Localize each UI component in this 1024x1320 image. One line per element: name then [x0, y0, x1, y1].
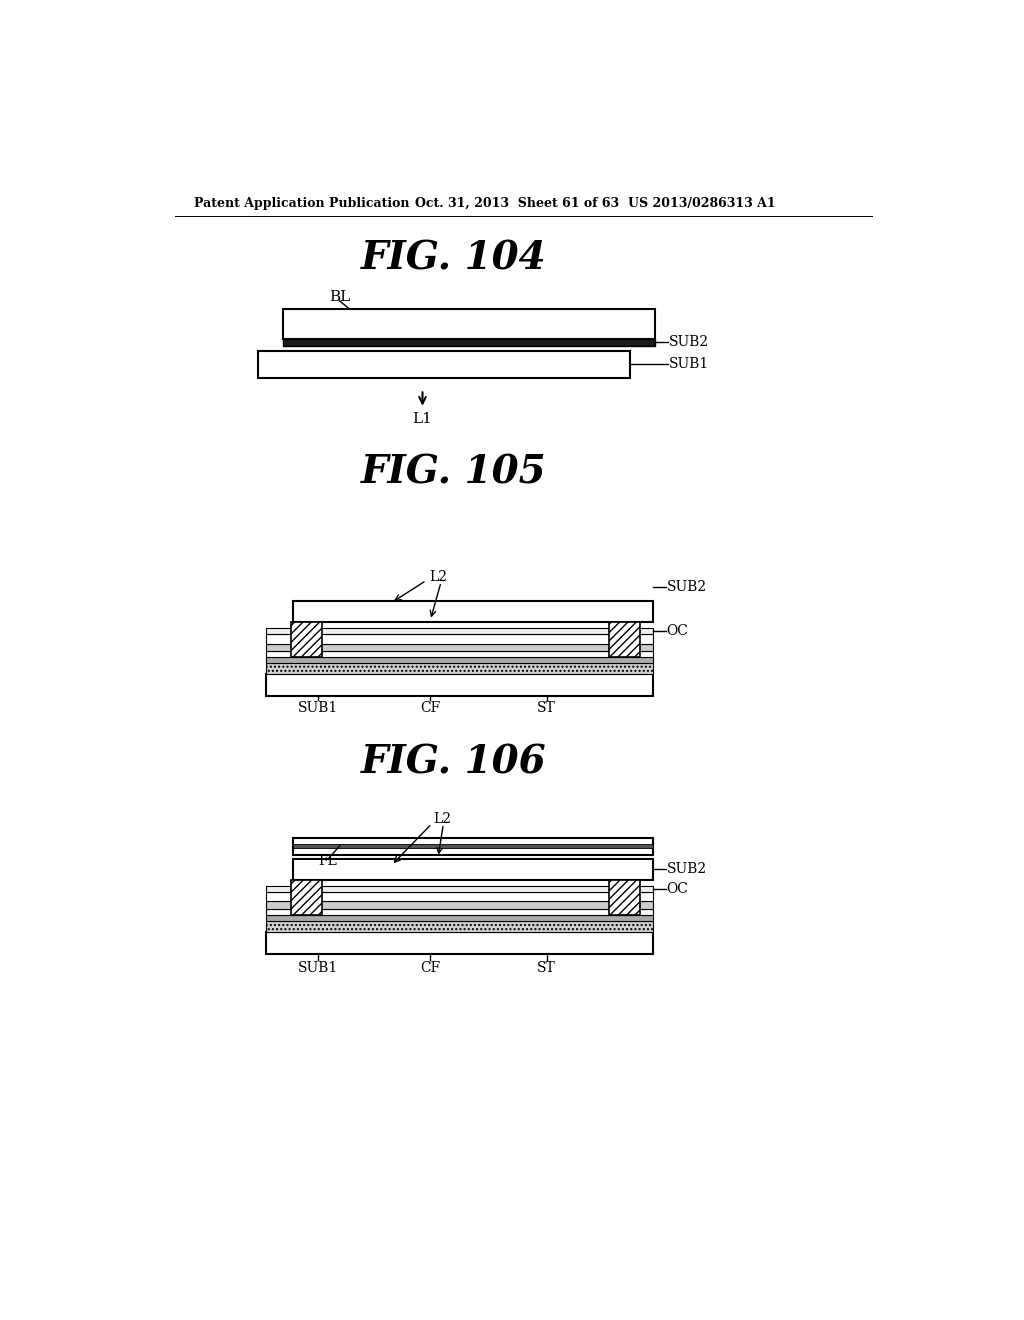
- Text: ST: ST: [538, 961, 556, 974]
- Bar: [266, 902, 653, 909]
- Bar: [293, 845, 653, 847]
- Text: L2: L2: [433, 812, 451, 826]
- Text: BL: BL: [329, 290, 350, 304]
- Bar: [266, 932, 653, 954]
- Text: SUB2: SUB2: [667, 579, 707, 594]
- Bar: [266, 886, 653, 892]
- Text: SUB1: SUB1: [298, 701, 338, 715]
- Bar: [283, 339, 655, 346]
- Text: L1: L1: [413, 412, 432, 425]
- Text: Oct. 31, 2013  Sheet 61 of 63: Oct. 31, 2013 Sheet 61 of 63: [415, 197, 618, 210]
- Text: FL: FL: [318, 854, 337, 869]
- Bar: [266, 644, 653, 651]
- Text: SUB1: SUB1: [298, 961, 338, 974]
- Bar: [266, 651, 653, 657]
- Bar: [283, 309, 655, 339]
- Text: OC: OC: [667, 624, 688, 638]
- Text: CF: CF: [420, 961, 440, 974]
- Bar: [293, 838, 653, 855]
- Bar: [266, 892, 653, 902]
- Text: SUB2: SUB2: [669, 335, 709, 350]
- Bar: [266, 915, 653, 921]
- Text: US 2013/0286313 A1: US 2013/0286313 A1: [628, 197, 775, 210]
- Text: CF: CF: [420, 701, 440, 715]
- Bar: [266, 657, 653, 663]
- Bar: [266, 628, 653, 635]
- Text: FIG. 104: FIG. 104: [360, 239, 547, 277]
- Bar: [266, 635, 653, 644]
- Bar: [266, 663, 653, 675]
- Text: SUB2: SUB2: [667, 862, 707, 876]
- Text: OC: OC: [667, 882, 688, 896]
- Bar: [258, 351, 630, 378]
- Bar: [291, 880, 322, 915]
- Bar: [266, 921, 653, 932]
- Text: Patent Application Publication: Patent Application Publication: [194, 197, 410, 210]
- Bar: [291, 622, 322, 657]
- Bar: [608, 880, 640, 915]
- Bar: [608, 622, 640, 657]
- Bar: [266, 675, 653, 696]
- Text: L2: L2: [429, 569, 447, 583]
- Text: FIG. 106: FIG. 106: [360, 744, 547, 781]
- Bar: [293, 601, 653, 622]
- Bar: [266, 909, 653, 915]
- Bar: [293, 859, 653, 880]
- Text: FIG. 105: FIG. 105: [360, 454, 547, 491]
- Text: ST: ST: [538, 701, 556, 715]
- Text: SUB1: SUB1: [669, 356, 710, 371]
